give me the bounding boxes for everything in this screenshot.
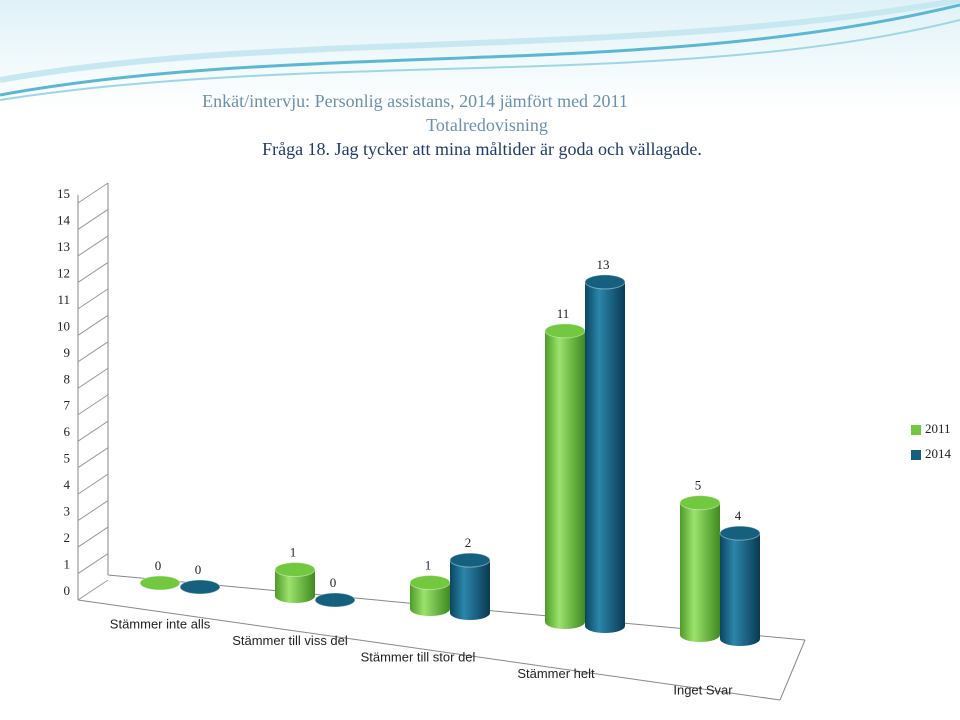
bar: [544, 323, 586, 629]
grid-line: [77, 235, 109, 257]
grid-line: [77, 447, 109, 469]
data-label: 0: [155, 558, 162, 573]
data-label: 0: [330, 575, 337, 590]
bar: [719, 525, 761, 646]
bar: [139, 575, 181, 591]
bar: [409, 575, 451, 616]
bar-body: [720, 533, 760, 639]
data-label: 5: [695, 478, 702, 493]
bar: [679, 495, 721, 642]
grid-line: [77, 182, 109, 204]
grid-line: [77, 420, 109, 442]
bar: [449, 552, 491, 620]
grid-line: [77, 394, 109, 416]
bar-top: [449, 552, 491, 568]
y-tick-label: 4: [64, 477, 71, 492]
x-tick-label: Inget Svar: [673, 682, 733, 697]
bar: [314, 592, 356, 608]
y-tick-label: 2: [64, 530, 71, 545]
data-label: 4: [735, 508, 742, 523]
y-tick-label: 13: [57, 239, 70, 254]
bar-top: [409, 575, 451, 591]
data-label: 2: [465, 535, 472, 550]
bar-top: [179, 579, 221, 595]
data-label: 1: [425, 558, 432, 573]
y-tick-label: 12: [57, 265, 70, 280]
grid-line: [77, 288, 109, 310]
bar: [179, 579, 221, 595]
grid-line: [77, 341, 109, 363]
grid-line: [77, 500, 109, 522]
data-label: 11: [557, 306, 570, 321]
bar-body: [585, 281, 625, 626]
data-label: 0: [195, 562, 202, 577]
y-tick-label: 8: [64, 371, 71, 386]
y-tick-label: 10: [57, 318, 70, 333]
title: Enkät/intervju: Personlig assistans, 201…: [202, 91, 628, 111]
bar: [274, 562, 316, 603]
x-tick-label: Stämmer till viss del: [232, 633, 348, 648]
y-tick-label: 3: [64, 504, 71, 519]
grid-line: [77, 367, 109, 389]
legend-swatch: [911, 450, 921, 460]
y-tick-label: 11: [57, 292, 70, 307]
y-tick-label: 6: [64, 424, 71, 439]
bar-body: [450, 560, 490, 613]
bar-top: [544, 323, 586, 339]
grid-line: [77, 553, 109, 574]
grid-line: [77, 526, 109, 548]
y-tick-label: 0: [64, 583, 71, 598]
x-tick-label: Stämmer helt: [517, 666, 595, 681]
bar: [584, 274, 626, 633]
y-tick-label: 14: [57, 212, 71, 227]
bar-top: [679, 495, 721, 511]
y-tick-label: 1: [64, 557, 71, 572]
y-tick-label: 5: [64, 451, 71, 466]
legend-label: 2011: [925, 421, 951, 436]
y-tick-label: 9: [64, 345, 71, 360]
data-label: 1: [290, 545, 297, 560]
grid-line: [77, 209, 109, 230]
grid-line: [77, 314, 109, 336]
subtitle: Totalredovisning: [426, 115, 548, 135]
bar-body: [545, 330, 585, 622]
x-tick-label: Stämmer till stor del: [361, 649, 476, 664]
grid-line: [77, 579, 109, 601]
legend-label: 2014: [925, 446, 952, 461]
bar-top: [584, 274, 626, 290]
y-tick-label: 7: [64, 398, 71, 413]
y-tick-label: 15: [57, 186, 70, 201]
grid-line: [77, 473, 109, 495]
bar-top: [314, 592, 356, 608]
bar-top: [139, 575, 181, 591]
bar-top: [719, 525, 761, 541]
grid-line: [77, 261, 109, 283]
x-tick-label: Stämmer inte alls: [110, 616, 211, 631]
bar-body: [680, 502, 720, 635]
data-label: 13: [597, 257, 610, 272]
decoration: [0, 0, 960, 110]
legend-swatch: [911, 425, 921, 435]
question: Fråga 18. Jag tycker att mina måltider ä…: [262, 139, 702, 159]
bar-top: [274, 562, 316, 578]
